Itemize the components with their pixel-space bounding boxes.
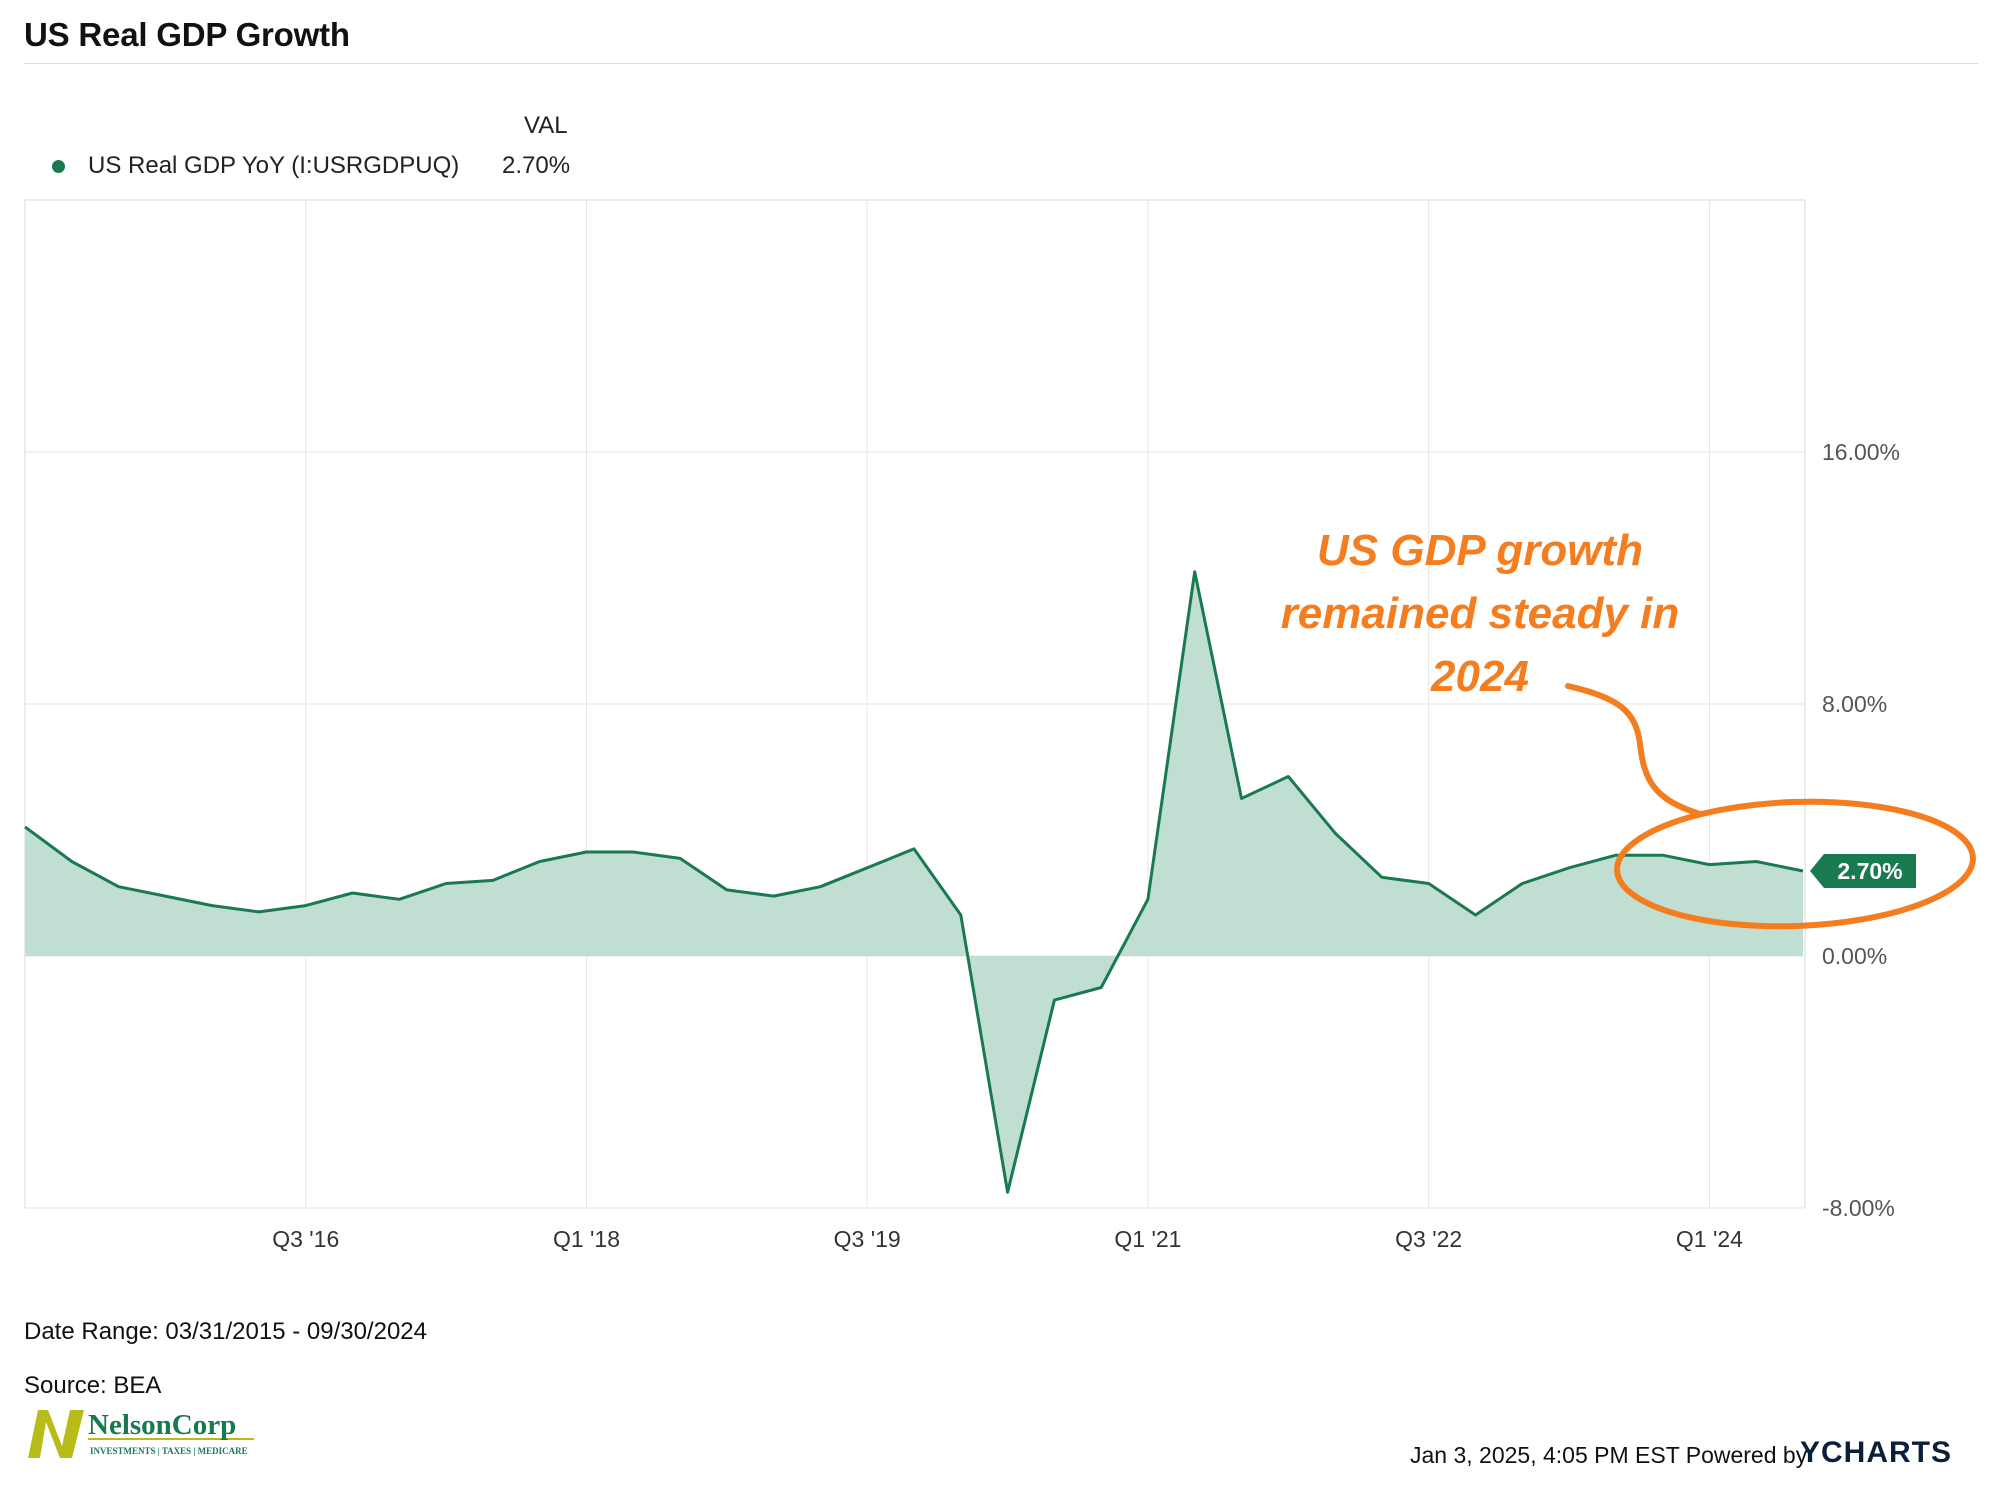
date-range: Date Range: 03/31/2015 - 09/30/2024	[24, 1318, 427, 1345]
legend-dot-icon	[52, 160, 65, 173]
last-value-badge	[1810, 853, 1916, 888]
timestamp: Jan 3, 2025, 4:05 PM EST Powered by	[1410, 1442, 1808, 1468]
annotation-text-line: US GDP growth	[1317, 526, 1643, 575]
legend-series-value: 2.70%	[502, 152, 571, 179]
x-tick-label: Q3 '16	[272, 1226, 339, 1252]
x-tick-label: Q1 '24	[1676, 1226, 1743, 1252]
annotation-text-line: remained steady in	[1281, 589, 1680, 638]
y-tick-label: -8.00%	[1822, 1195, 1895, 1221]
x-tick-label: Q3 '22	[1395, 1226, 1462, 1252]
series-area-fill	[25, 571, 1803, 1193]
chart-title: US Real GDP Growth	[24, 16, 350, 53]
svg-text:NelsonCorp: NelsonCorp	[88, 1409, 236, 1441]
annotation-arrow	[1565, 683, 1703, 817]
nelsoncorp-logo: NelsonCorp INVESTMENTS | TAXES | MEDICAR…	[28, 1409, 254, 1458]
y-tick-label: 8.00%	[1822, 691, 1887, 717]
y-tick-label: 0.00%	[1822, 943, 1887, 969]
x-tick-label: Q3 '19	[834, 1226, 901, 1252]
legend-column-header: VAL	[524, 112, 568, 139]
series-line[interactable]	[24, 570, 1804, 1194]
ycharts-brand-logo[interactable]: YCHARTS	[1800, 1436, 1953, 1469]
svg-text:INVESTMENTS | TAXES | MEDICARE: INVESTMENTS | TAXES | MEDICARE	[90, 1446, 248, 1456]
annotation-ellipse	[1614, 798, 1976, 930]
legend-series-name: US Real GDP YoY (I:USRGDPUQ)	[88, 152, 460, 179]
x-tick-label: Q1 '18	[553, 1226, 620, 1252]
title-divider	[24, 63, 1978, 64]
annotation-text-line: 2024	[1430, 652, 1529, 701]
x-tick-label: Q1 '21	[1114, 1226, 1181, 1252]
last-value-label: 2.70%	[1837, 858, 1902, 884]
y-tick-label: 16.00%	[1822, 439, 1900, 465]
source-note: Source: BEA	[24, 1372, 162, 1399]
